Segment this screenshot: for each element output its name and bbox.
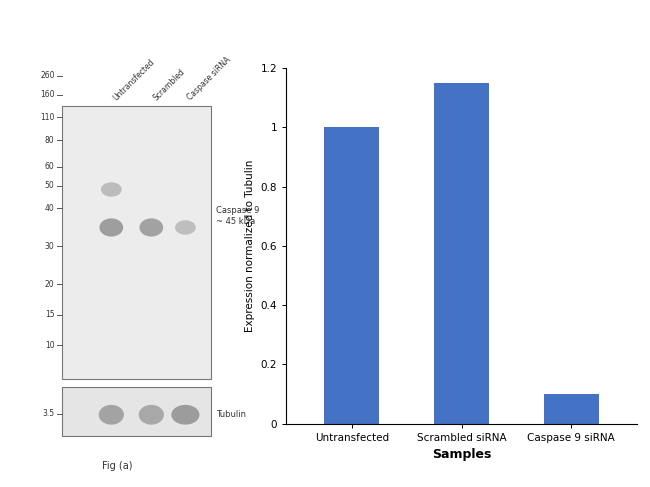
Bar [324,128,379,424]
Bar [434,83,489,424]
Text: 50: 50 [45,181,55,190]
Text: 110: 110 [40,113,55,122]
Text: Fig (a): Fig (a) [102,461,132,471]
Text: 40: 40 [45,204,55,213]
Ellipse shape [140,218,163,237]
Ellipse shape [172,405,200,425]
Ellipse shape [175,220,196,235]
Text: Caspase siRNA: Caspase siRNA [185,56,232,102]
Text: Untransfected: Untransfected [111,57,156,102]
Text: 20: 20 [45,280,55,289]
Text: 260: 260 [40,71,55,80]
Ellipse shape [99,405,124,425]
X-axis label: Samples: Samples [432,448,491,461]
Text: 60: 60 [45,162,55,171]
Text: 10: 10 [45,341,55,350]
Text: 15: 15 [45,310,55,319]
Bar [62,106,211,379]
Text: 80: 80 [45,135,55,145]
Text: Caspase 9
~ 45 kDa: Caspase 9 ~ 45 kDa [216,206,260,226]
Text: 160: 160 [40,90,55,99]
Ellipse shape [101,182,122,197]
Ellipse shape [99,218,123,237]
Text: 3.5: 3.5 [42,409,55,418]
Y-axis label: Expression normalized to Tubulin: Expression normalized to Tubulin [245,160,255,332]
Text: 30: 30 [45,242,55,251]
Text: Tubulin: Tubulin [216,410,246,419]
Ellipse shape [138,405,164,425]
Bar [544,394,599,424]
Text: Scrambled: Scrambled [151,67,187,102]
Bar [62,387,211,436]
